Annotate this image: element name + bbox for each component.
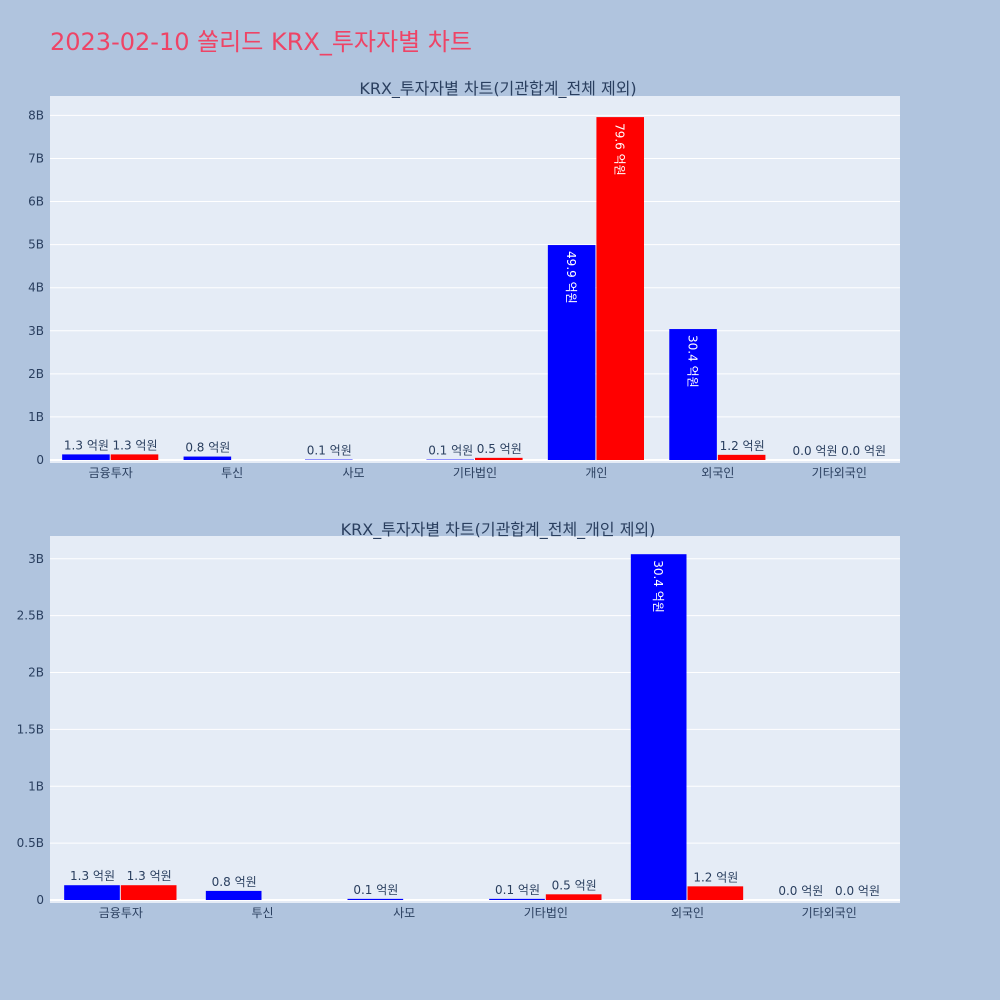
bar <box>547 245 596 460</box>
y-tick-label: 1.5B <box>17 722 44 736</box>
y-tick-label: 6B <box>28 195 44 209</box>
bar-data-label: 0.0 억원 <box>793 444 838 458</box>
y-tick-label: 5B <box>28 238 44 252</box>
y-tick-label: 2B <box>28 367 44 381</box>
x-tick-label: 투신 <box>221 466 243 480</box>
bar-data-label: 0.8 억원 <box>185 441 230 455</box>
y-tick-label: 0.5B <box>17 836 44 850</box>
bar-data-label: 1.3 억원 <box>70 869 115 883</box>
y-tick-label: 1B <box>28 779 44 793</box>
x-tick-label: 외국인 <box>701 466 734 480</box>
chart-title: KRX_투자자별 차트(기관합계_전체 제외) <box>359 79 636 99</box>
bar-data-label: 1.3 억원 <box>113 438 158 452</box>
plot-area <box>50 536 900 903</box>
y-tick-label: 2B <box>28 666 44 680</box>
bar-data-label: 0.5 억원 <box>552 878 597 892</box>
bar <box>120 885 177 900</box>
x-tick-label: 기타법인 <box>453 466 497 480</box>
bar <box>545 894 602 900</box>
bar-data-label: 0.0 억원 <box>841 444 886 458</box>
bar <box>596 117 644 460</box>
x-tick-label: 기타외국인 <box>802 906 857 920</box>
bar-data-label: 0.8 억원 <box>212 875 257 889</box>
bar-data-label: 1.2 억원 <box>693 870 738 884</box>
bar <box>717 454 766 460</box>
bar <box>687 886 744 900</box>
y-tick-label: 1B <box>28 410 44 424</box>
y-tick-label: 7B <box>28 151 44 165</box>
x-tick-label: 금융투자 <box>89 466 133 480</box>
bar-data-label: 0.5 억원 <box>477 442 522 456</box>
bar-data-label: 0.1 억원 <box>307 444 352 458</box>
x-tick-label: 투신 <box>251 906 273 920</box>
x-tick-label: 금융투자 <box>99 906 143 920</box>
y-tick-label: 3B <box>28 324 44 338</box>
chart-title: KRX_투자자별 차트(기관합계_전체_개인 제외) <box>341 520 656 540</box>
bar-data-label: 49.9 억원 <box>564 251 578 304</box>
y-tick-label: 4B <box>28 281 44 295</box>
bar-data-label: 0.1 억원 <box>353 883 398 897</box>
x-tick-label: 사모 <box>343 466 365 480</box>
page-title: 2023-02-10 쏠리드 KRX_투자자별 차트 <box>50 28 472 56</box>
bar <box>475 457 523 460</box>
bar <box>347 898 404 900</box>
bar-data-label: 1.3 억원 <box>64 438 109 452</box>
x-tick-label: 기타외국인 <box>812 466 867 480</box>
bar-data-label: 0.0 억원 <box>778 884 823 898</box>
x-tick-label: 외국인 <box>671 906 704 920</box>
bar-data-label: 0.1 억원 <box>428 444 473 458</box>
bar-data-label: 0.0 억원 <box>835 884 880 898</box>
bar <box>183 456 232 460</box>
x-tick-label: 기타법인 <box>524 906 568 920</box>
plot-area <box>50 96 900 463</box>
chart-1: 0 1B 2B 3B 4B 5B 6B 7B 8B KRX_투자자별 차트(기관합계_전체 제외)… <box>28 79 900 480</box>
chart-2: 0 0.5B 1B 1.5B 2B 2.5B 3B KRX_투자자별 차트(기관합계_전체_개… <box>17 520 900 920</box>
y-tick-label: 3B <box>28 552 44 566</box>
bar <box>64 885 120 900</box>
y-tick-label: 0 <box>36 453 44 467</box>
bar <box>669 329 717 460</box>
bar <box>489 898 545 900</box>
bar-data-label: 1.3 억원 <box>127 869 172 883</box>
x-tick-label: 개인 <box>585 466 607 480</box>
bar-data-label: 30.4 억원 <box>651 560 665 613</box>
x-tick-label: 사모 <box>393 906 415 920</box>
y-tick-label: 2.5B <box>17 609 44 623</box>
bar-data-label: 30.4 억원 <box>686 335 700 388</box>
bar-data-label: 0.1 억원 <box>495 883 540 897</box>
bar <box>205 890 262 900</box>
bar <box>62 454 110 460</box>
bar <box>630 554 687 900</box>
bar <box>110 454 159 460</box>
bar-data-label: 1.2 억원 <box>720 439 765 453</box>
bar-data-label: 79.6 억원 <box>613 123 627 176</box>
y-tick-label: 0 <box>36 893 44 907</box>
y-tick-label: 8B <box>28 108 44 122</box>
